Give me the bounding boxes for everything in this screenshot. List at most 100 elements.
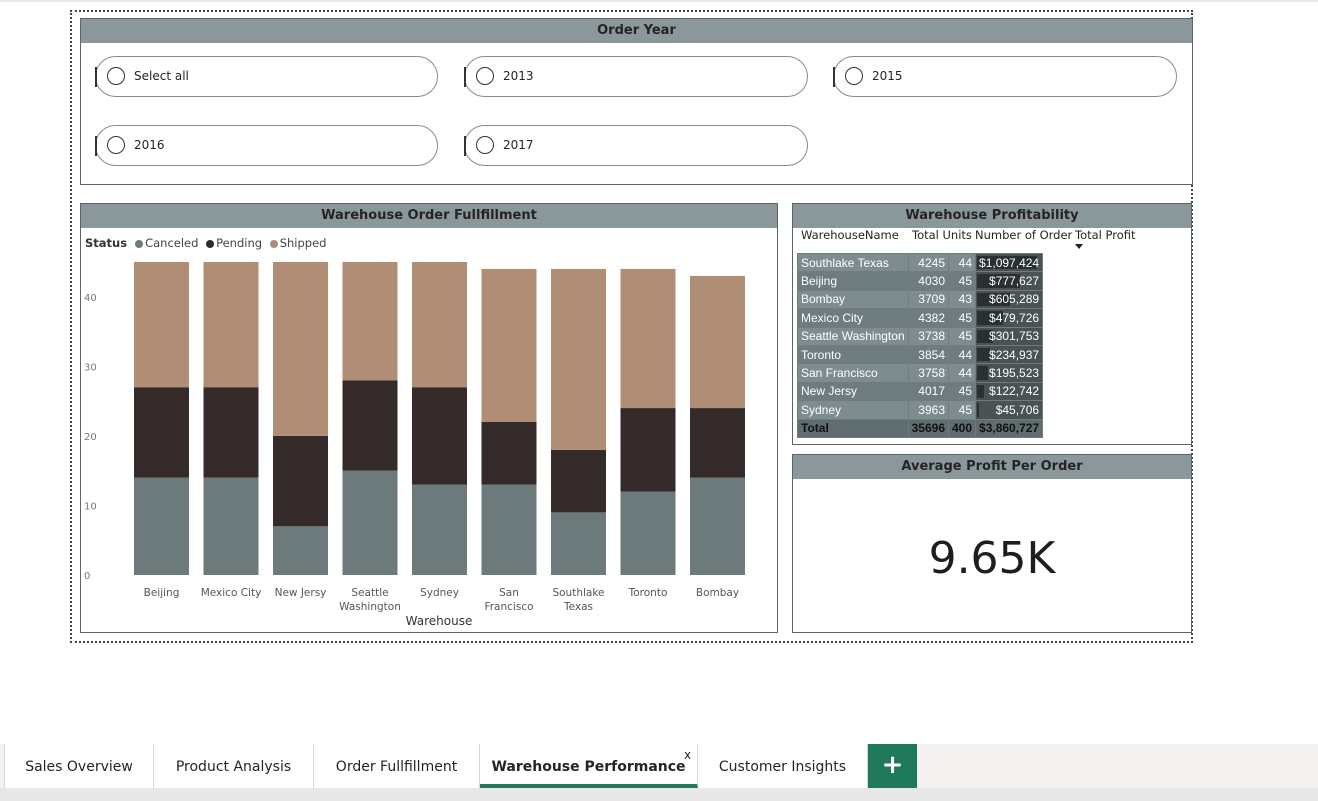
table-row[interactable]: Toronto 3854 44 $234,937	[797, 344, 1044, 365]
column-header-total-profit[interactable]: Total Profit	[1075, 228, 1136, 242]
bar-shipped-new-jersy[interactable]	[273, 262, 328, 436]
table-total-row: Total 35696 400 $3,860,727	[797, 418, 1044, 438]
cell-total-profit: $605,289	[975, 289, 1044, 310]
slicer-option-2017[interactable]: 2017	[464, 125, 808, 166]
tab-sales-overview[interactable]: Sales Overview	[4, 744, 154, 788]
cell-total-profit: $1,097,424	[975, 252, 1044, 273]
tab-product-analysis[interactable]: Product Analysis	[154, 744, 314, 788]
slicer-option-2016[interactable]: 2016	[95, 125, 438, 166]
slicer-option-label: Select all	[134, 69, 189, 83]
table-row[interactable]: San Francisco 3758 44 $195,523	[797, 363, 1044, 383]
x-tick-label: San Francisco	[484, 587, 533, 613]
bar-shipped-seattle-washington[interactable]	[342, 262, 398, 381]
close-tab-icon[interactable]: x	[684, 748, 692, 762]
table-row[interactable]: Seattle Washington 3738 45 $301,753	[797, 326, 1044, 346]
cell-total-profit-sum: $3,860,727	[975, 418, 1044, 438]
kpi-card-panel: Average Profit Per Order	[792, 454, 1192, 633]
cell-number-of-order: 44	[947, 252, 977, 273]
bar-canceled-new-jersy[interactable]	[273, 526, 328, 575]
table-row[interactable]: Bombay 3709 43 $605,289	[797, 289, 1044, 310]
legend-item-canceled[interactable]: Canceled	[133, 236, 198, 250]
bar-canceled-beijing[interactable]	[134, 477, 189, 575]
profit-data-bar	[977, 366, 989, 380]
legend-dot-shipped	[269, 239, 278, 248]
table-row[interactable]: Mexico City 4382 45 $479,726	[797, 308, 1044, 328]
x-tick-label: Seattle Washington	[339, 587, 401, 613]
legend-item-pending[interactable]: Pending	[204, 236, 262, 250]
bar-shipped-beijing[interactable]	[134, 262, 189, 388]
cell-warehouse-name: Sydney	[797, 400, 909, 420]
bar-shipped-mexico-city[interactable]	[203, 262, 259, 388]
column-header-number-of-order[interactable]: Number of Order	[975, 228, 1073, 242]
x-tick-label: Southlake Texas	[552, 587, 604, 613]
x-tick-label: Toronto	[628, 587, 668, 599]
tab-warehouse-performance[interactable]: Warehouse Performance	[480, 744, 698, 788]
cell-number-of-order: 45	[947, 326, 977, 346]
x-tick-label: New Jersy	[275, 587, 327, 599]
bar-canceled-san-francisco[interactable]	[481, 484, 537, 575]
slicer-option-label: 2015	[872, 69, 903, 83]
bar-pending-seattle-washington[interactable]	[342, 380, 398, 471]
cell-number-of-order: 44	[947, 344, 977, 365]
bar-shipped-southlake-texas[interactable]	[551, 268, 606, 450]
radio-icon	[476, 67, 494, 85]
slicer-option-2015[interactable]: 2015	[833, 56, 1177, 97]
profit-data-bar	[977, 311, 1004, 325]
tab-customer-insights[interactable]: Customer Insights	[698, 744, 868, 788]
bar-pending-mexico-city[interactable]	[203, 387, 259, 478]
bar-shipped-san-francisco[interactable]	[481, 268, 537, 422]
cell-total-units: 3738	[907, 326, 950, 346]
y-tick-label: 40	[84, 293, 97, 304]
cell-total-units: 4017	[907, 381, 950, 402]
y-tick-label: 10	[84, 501, 97, 512]
bar-pending-bombay[interactable]	[690, 408, 745, 478]
cell-warehouse-name: Toronto	[797, 344, 909, 365]
slicer-title: Order Year	[81, 19, 1192, 43]
fulfillment-stacked-bar-chart: 0 10 20 30 40 Beijing Mexico City New Jersy Seat…	[84, 262, 745, 628]
column-header-total-units[interactable]: Total Units	[912, 228, 972, 242]
table-row[interactable]: Southlake Texas 4245 44 $1,097,424	[797, 252, 1044, 273]
bar-canceled-sydney[interactable]	[412, 484, 467, 575]
profitability-table-body: Southlake Texas 4245 44 $1,097,424 Beijing 40…	[797, 252, 1044, 438]
y-tick-label: 30	[84, 362, 97, 373]
bar-pending-beijing[interactable]	[134, 387, 189, 478]
bar-pending-sydney[interactable]	[412, 387, 467, 485]
bar-pending-san-francisco[interactable]	[481, 421, 537, 485]
bar-pending-toronto[interactable]	[620, 408, 676, 492]
bar-canceled-toronto[interactable]	[620, 491, 676, 575]
bar-pending-new-jersy[interactable]	[273, 435, 328, 527]
profit-data-bar	[977, 329, 994, 343]
legend-item-shipped[interactable]: Shipped	[268, 236, 326, 250]
cell-total-units: 3758	[907, 363, 950, 383]
table-row[interactable]: Sydney 3963 45 $45,706	[797, 400, 1044, 420]
bar-pending-southlake-texas[interactable]	[551, 449, 606, 513]
cell-total-profit: $777,627	[975, 271, 1044, 291]
profitability-title: Warehouse Profitability	[793, 204, 1191, 228]
radio-icon	[107, 136, 125, 154]
profit-data-bar	[977, 292, 1011, 307]
profit-data-bar	[977, 403, 980, 417]
bar-shipped-bombay[interactable]	[690, 275, 745, 409]
column-header-warehouse[interactable]: WarehouseName	[801, 228, 899, 242]
bar-shipped-toronto[interactable]	[620, 268, 676, 409]
cell-warehouse-name: Beijing	[797, 271, 909, 291]
cell-total-profit: $301,753	[975, 326, 1044, 346]
x-tick-label: Bombay	[696, 587, 739, 599]
y-tick-label: 20	[84, 432, 97, 443]
slicer-option-2013[interactable]: 2013	[464, 56, 808, 97]
tab-order-fullfillment[interactable]: Order Fullfillment	[314, 744, 480, 788]
table-row[interactable]: Beijing 4030 45 $777,627	[797, 271, 1044, 291]
bar-shipped-sydney[interactable]	[412, 262, 467, 388]
bar-canceled-bombay[interactable]	[690, 477, 745, 575]
bar-canceled-mexico-city[interactable]	[203, 477, 259, 575]
sort-descending-icon[interactable]	[1075, 244, 1083, 250]
add-page-button[interactable]: +	[868, 744, 917, 788]
cell-warehouse-name: Seattle Washington	[797, 326, 909, 346]
legend-dot-canceled	[135, 239, 144, 248]
x-axis-title: Warehouse	[406, 614, 473, 628]
slicer-option-select-all[interactable]: Select all	[95, 56, 438, 97]
bar-canceled-seattle-washington[interactable]	[342, 470, 398, 575]
table-row[interactable]: New Jersy 4017 45 $122,742	[797, 381, 1044, 402]
bar-canceled-southlake-texas[interactable]	[551, 512, 606, 575]
cell-total-profit: $122,742	[975, 381, 1044, 402]
